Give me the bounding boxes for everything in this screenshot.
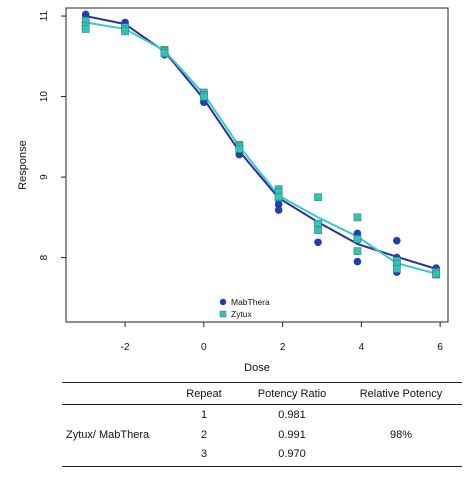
table-bottom-rule (62, 466, 462, 467)
point-zytux (432, 269, 441, 278)
x-axis-label: Dose (244, 362, 270, 374)
table-row-ratio: 0.981 (278, 409, 306, 421)
point-zytux (392, 265, 401, 273)
point-zytux (235, 145, 244, 153)
header-repeat: Repeat (186, 388, 222, 400)
legend-label-zytux: Zytux (231, 309, 253, 319)
point-mabthera (314, 238, 322, 247)
y-axis: 8 9 10 11 (39, 10, 66, 260)
data-points (81, 10, 441, 279)
point-zytux (353, 247, 362, 255)
y-axis-label: Response (17, 140, 29, 190)
point-zytux (274, 193, 283, 202)
point-zytux (353, 235, 362, 243)
table-row-repeat: 3 (200, 448, 208, 460)
header-potency-ratio: Potency Ratio (257, 388, 327, 400)
x-axis: -2 0 2 4 6 (121, 322, 443, 353)
table-header-rule (62, 404, 462, 405)
point-mabthera (393, 236, 401, 245)
y-tick-label: 11 (39, 10, 50, 21)
dose-response-chart: 8 9 10 11 -2 0 2 4 6 Dose Response MabThera Zyt… (17, 7, 449, 374)
x-tick-label: 4 (359, 342, 365, 353)
potency-table: Repeat Potency Ratio Relative Potency 1 … (0, 380, 474, 475)
legend-label-mabthera: MabThera (231, 297, 270, 307)
point-mabthera (274, 206, 283, 214)
point-zytux (160, 49, 169, 57)
x-tick-label: -2 (121, 342, 130, 353)
plot-frame (65, 7, 449, 323)
header-relative-potency: Relative Potency (359, 388, 443, 400)
table-row-repeat: 1 (200, 409, 208, 421)
x-tick-label: 2 (280, 342, 286, 353)
table-row-repeat: 2 (200, 429, 208, 441)
point-zytux (353, 213, 362, 222)
table-top-rule (62, 382, 462, 383)
x-tick-label: 0 (201, 342, 207, 353)
point-zytux (81, 25, 90, 33)
table-row-ratio: 0.991 (278, 429, 306, 441)
point-zytux (314, 219, 322, 228)
table-row-ratio: 0.970 (278, 448, 306, 460)
legend-marker-mabthera (219, 298, 227, 306)
legend: MabThera Zytux (219, 297, 270, 319)
y-tick-label: 10 (39, 91, 50, 103)
fit-line-zytux (85, 21, 437, 275)
point-zytux (199, 92, 208, 101)
legend-marker-zytux (219, 310, 227, 318)
point-zytux (314, 226, 322, 235)
point-mabthera (353, 257, 362, 266)
point-zytux (314, 193, 322, 202)
point-zytux (121, 27, 129, 36)
point-mabthera (274, 200, 283, 209)
y-tick-label: 8 (39, 254, 50, 260)
relative-potency-value: 98% (389, 429, 413, 441)
fit-lines (85, 15, 437, 275)
fit-line-mabthera (85, 15, 437, 270)
x-tick-label: 6 (437, 342, 443, 353)
group-label: Zytux/ MabThera (66, 429, 150, 441)
y-tick-label: 9 (39, 174, 50, 180)
